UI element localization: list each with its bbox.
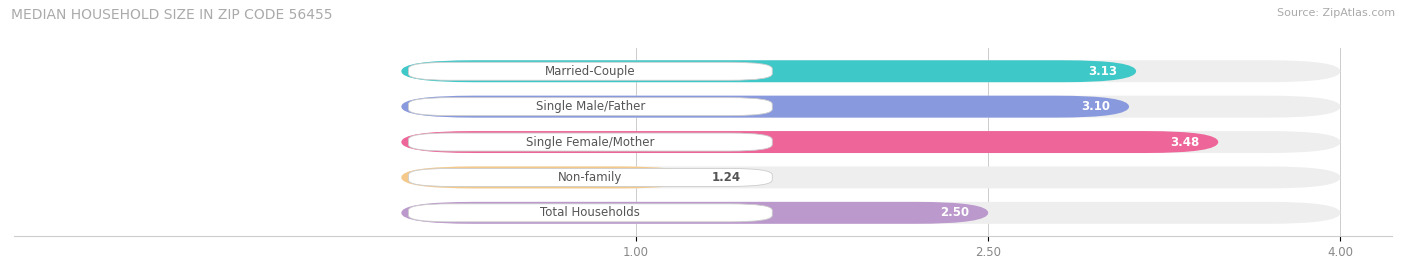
Text: 3.13: 3.13 xyxy=(1088,65,1118,78)
Text: Non-family: Non-family xyxy=(558,171,623,184)
FancyBboxPatch shape xyxy=(408,62,772,80)
Text: 2.50: 2.50 xyxy=(941,206,969,219)
FancyBboxPatch shape xyxy=(401,202,1340,224)
Text: Total Households: Total Households xyxy=(540,206,640,219)
FancyBboxPatch shape xyxy=(408,133,772,151)
FancyBboxPatch shape xyxy=(401,202,988,224)
FancyBboxPatch shape xyxy=(408,169,772,187)
Text: Source: ZipAtlas.com: Source: ZipAtlas.com xyxy=(1277,8,1395,18)
FancyBboxPatch shape xyxy=(401,96,1129,118)
Text: Single Male/Father: Single Male/Father xyxy=(536,100,645,113)
FancyBboxPatch shape xyxy=(401,131,1218,153)
FancyBboxPatch shape xyxy=(401,60,1340,82)
FancyBboxPatch shape xyxy=(401,60,1136,82)
Text: Single Female/Mother: Single Female/Mother xyxy=(526,136,655,148)
Text: 3.48: 3.48 xyxy=(1170,136,1199,148)
FancyBboxPatch shape xyxy=(408,98,772,116)
Text: MEDIAN HOUSEHOLD SIZE IN ZIP CODE 56455: MEDIAN HOUSEHOLD SIZE IN ZIP CODE 56455 xyxy=(11,8,333,22)
Text: Married-Couple: Married-Couple xyxy=(546,65,636,78)
FancyBboxPatch shape xyxy=(401,166,692,188)
FancyBboxPatch shape xyxy=(401,131,1340,153)
FancyBboxPatch shape xyxy=(401,166,1340,188)
FancyBboxPatch shape xyxy=(408,204,772,222)
FancyBboxPatch shape xyxy=(401,96,1340,118)
Text: 1.24: 1.24 xyxy=(711,171,741,184)
Text: 3.10: 3.10 xyxy=(1081,100,1111,113)
